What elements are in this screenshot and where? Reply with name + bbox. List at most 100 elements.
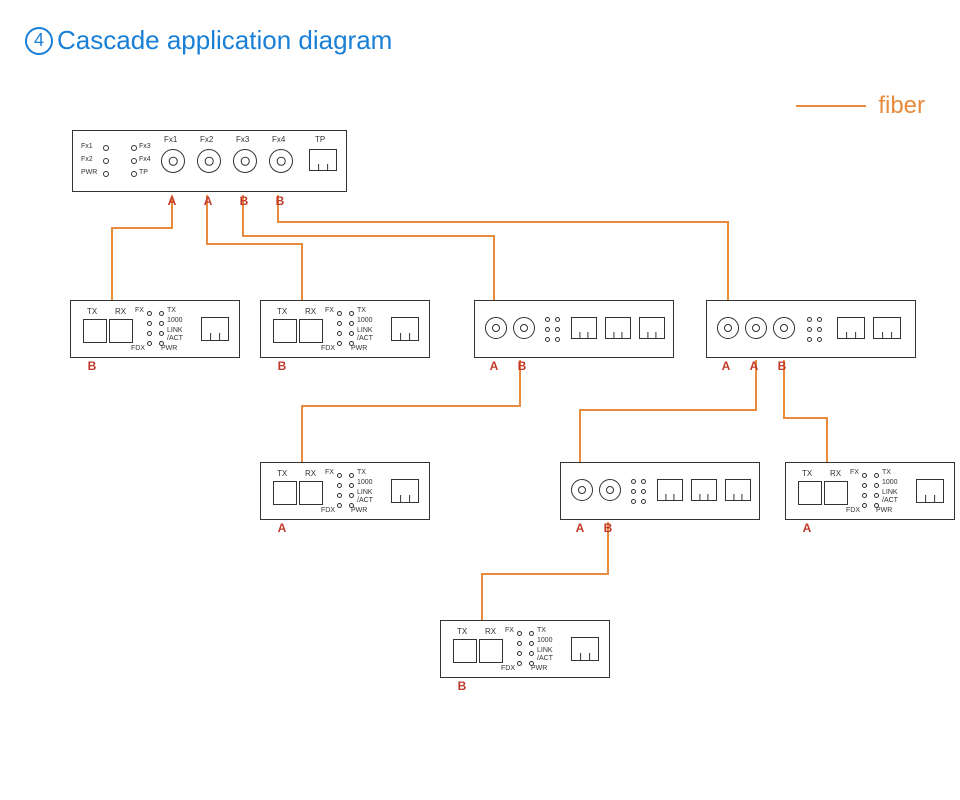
led: [131, 171, 137, 177]
led: [337, 341, 342, 346]
port-label: A: [164, 194, 180, 208]
led-label: FX: [325, 469, 334, 476]
legend: fiber: [796, 92, 925, 120]
led-label: Fx1: [81, 143, 93, 150]
legend-label: fiber: [878, 92, 925, 120]
tx-label: TX: [802, 469, 812, 478]
rx-label: RX: [830, 469, 841, 478]
led: [874, 473, 879, 478]
led: [545, 337, 550, 342]
rj45-port: [837, 317, 865, 339]
tx-port: [273, 319, 297, 343]
led: [147, 321, 152, 326]
led: [817, 317, 822, 322]
led-label: TX: [357, 469, 366, 476]
led: [337, 331, 342, 336]
led: [631, 489, 636, 494]
led: [517, 661, 522, 666]
page-title: Cascade application diagram: [57, 25, 392, 56]
led: [529, 641, 534, 646]
optical-port: [773, 317, 795, 339]
rx-port: [479, 639, 503, 663]
rj45-port: [725, 479, 751, 501]
media-converter: TXRXFXTX1000LINK/ACTFDXPWR: [70, 300, 240, 358]
led: [349, 493, 354, 498]
led-label: LINK: [357, 489, 373, 496]
rx-label: RX: [305, 307, 316, 316]
led-label: /ACT: [537, 655, 553, 662]
port-label: B: [514, 359, 530, 373]
led: [517, 641, 522, 646]
led-label: LINK: [537, 647, 553, 654]
led-label: FX: [505, 627, 514, 634]
led: [862, 473, 867, 478]
port-label: B: [236, 194, 252, 208]
port-label: B: [600, 521, 616, 535]
rj45-port: [916, 479, 944, 503]
led-label: PWR: [531, 665, 547, 672]
rx-label: RX: [485, 627, 496, 636]
led-label: TX: [882, 469, 891, 476]
led: [517, 631, 522, 636]
optical-port: [745, 317, 767, 339]
led: [159, 321, 164, 326]
led-label: FX: [135, 307, 144, 314]
port-label: A: [274, 521, 290, 535]
led: [545, 317, 550, 322]
led-label: /ACT: [882, 497, 898, 504]
led: [555, 327, 560, 332]
port-label: A: [200, 194, 216, 208]
switch-2fiber: [560, 462, 760, 520]
led-label: /ACT: [357, 335, 373, 342]
led: [131, 158, 137, 164]
led: [337, 473, 342, 478]
led-label: TX: [167, 307, 176, 314]
port-label: A: [572, 521, 588, 535]
led: [862, 503, 867, 508]
led-label: FDX: [846, 507, 860, 514]
led: [817, 337, 822, 342]
led: [862, 483, 867, 488]
led: [517, 651, 522, 656]
led-label: TP: [139, 169, 148, 176]
led-label: 1000: [357, 479, 373, 486]
rx-label: RX: [115, 307, 126, 316]
port-top-label: Fx1: [164, 135, 177, 144]
port-label: A: [746, 359, 762, 373]
switch-2fiber: [474, 300, 674, 358]
optical-port: [233, 149, 257, 173]
led: [631, 479, 636, 484]
port-label: B: [84, 359, 100, 373]
led: [159, 331, 164, 336]
led-label: PWR: [161, 345, 177, 352]
led: [103, 145, 109, 151]
media-converter: TXRXFXTX1000LINK/ACTFDXPWR: [785, 462, 955, 520]
led: [349, 311, 354, 316]
led-label: Fx3: [139, 143, 151, 150]
led: [147, 331, 152, 336]
led: [874, 493, 879, 498]
rx-port: [299, 481, 323, 505]
led-label: /ACT: [167, 335, 183, 342]
port-label: A: [799, 521, 815, 535]
rx-port: [824, 481, 848, 505]
tx-label: TX: [277, 469, 287, 478]
rj45-port: [605, 317, 631, 339]
media-converter: TXRXFXTX1000LINK/ACTFDXPWR: [260, 462, 430, 520]
tp-label: TP: [315, 135, 325, 144]
top-switch: Fx1Fx3Fx2Fx4PWRTPFx1Fx2Fx3Fx4TP: [72, 130, 347, 192]
led: [337, 483, 342, 488]
led-label: FX: [850, 469, 859, 476]
tx-port: [273, 481, 297, 505]
led: [807, 317, 812, 322]
port-label: B: [454, 679, 470, 693]
led-label: LINK: [167, 327, 183, 334]
led-label: Fx4: [139, 156, 151, 163]
rj45-port: [571, 317, 597, 339]
led-label: FDX: [321, 507, 335, 514]
led: [555, 337, 560, 342]
rj45-port: [571, 637, 599, 661]
led: [147, 311, 152, 316]
port-label: A: [486, 359, 502, 373]
led: [349, 483, 354, 488]
